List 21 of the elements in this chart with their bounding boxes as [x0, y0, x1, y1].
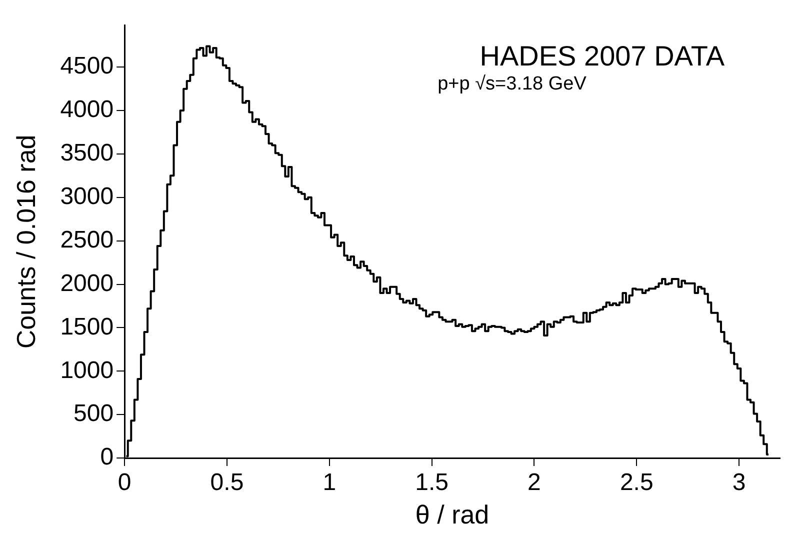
y-tick-label: 1000 [60, 356, 114, 384]
y-tick-label: 500 [74, 400, 114, 428]
y-tick-label: 3000 [60, 183, 114, 210]
y-tick-label: 0 [100, 444, 114, 471]
y-tick-label: 4000 [60, 96, 114, 124]
x-axis-title: θ / rad [415, 500, 490, 530]
x-tick-label: 0.5 [210, 469, 244, 496]
y-tick-label: 2000 [60, 270, 114, 297]
annotation: p+p √s=3.18 GeV [438, 73, 587, 94]
y-tick-label: 3500 [60, 140, 114, 167]
x-tick-label: 3 [732, 469, 746, 496]
y-tick-label: 1500 [60, 313, 114, 340]
x-tick-label: 0 [118, 469, 132, 496]
x-tick-label: 1.5 [415, 469, 448, 496]
x-tick-label: 2.5 [620, 469, 654, 496]
y-tick-label: 2500 [60, 226, 114, 254]
y-axis-title: Counts / 0.016 rad [10, 134, 41, 349]
y-tick-label: 4500 [60, 52, 114, 80]
annotation: HADES 2007 DATA [480, 40, 725, 72]
x-tick-label: 1 [322, 469, 336, 496]
x-tick-label: 2 [528, 469, 541, 496]
